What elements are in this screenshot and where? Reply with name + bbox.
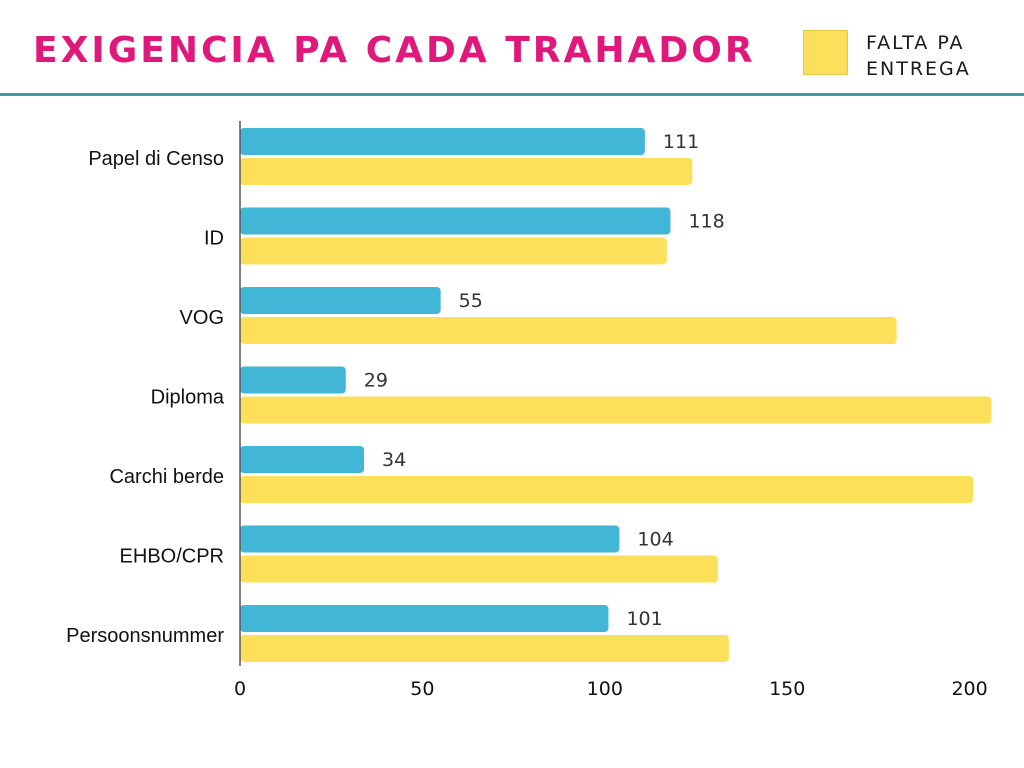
category-label-3: Diploma bbox=[151, 387, 225, 409]
x-tick-label-4: 200 bbox=[951, 678, 987, 700]
category-label-1: ID bbox=[204, 228, 224, 250]
value-label-3: 29 bbox=[364, 370, 388, 392]
bar-yellow-4 bbox=[240, 476, 974, 503]
x-tick-label-1: 50 bbox=[410, 678, 434, 700]
category-label-2: VOG bbox=[180, 307, 224, 329]
bar-blue-2 bbox=[240, 287, 441, 314]
x-tick-label-0: 0 bbox=[234, 678, 246, 700]
value-label-2: 55 bbox=[459, 290, 483, 312]
bar-blue-0 bbox=[240, 128, 645, 155]
category-label-5: EHBO/CPR bbox=[120, 546, 224, 568]
x-tick-label-3: 150 bbox=[769, 678, 805, 700]
header-divider bbox=[0, 93, 1024, 96]
legend: FALTA PA ENTREGA bbox=[803, 30, 996, 82]
bar-yellow-2 bbox=[240, 317, 897, 344]
bar-blue-6 bbox=[240, 605, 609, 632]
legend-label-falta: FALTA PA ENTREGA bbox=[866, 32, 971, 80]
bar-blue-5 bbox=[240, 525, 620, 553]
bar-blue-1 bbox=[240, 207, 671, 235]
bar-blue-4 bbox=[240, 446, 365, 473]
bar-yellow-5 bbox=[240, 555, 718, 583]
category-label-0: Papel di Censo bbox=[88, 148, 224, 170]
bar-yellow-0 bbox=[240, 158, 693, 185]
category-label-4: Carchi berde bbox=[109, 466, 224, 488]
bar-yellow-3 bbox=[240, 396, 992, 424]
bar-blue-3 bbox=[240, 366, 346, 394]
value-label-6: 101 bbox=[626, 608, 662, 630]
value-label-5: 104 bbox=[637, 529, 673, 551]
chart-title: EXIGENCIA PA CADA TRAHADOR bbox=[33, 30, 756, 71]
value-label-0: 111 bbox=[663, 131, 699, 153]
category-label-6: Persoonsnummer bbox=[66, 625, 224, 647]
bar-yellow-6 bbox=[240, 635, 729, 662]
bar-yellow-1 bbox=[240, 237, 667, 265]
legend-swatch-falta bbox=[803, 30, 848, 75]
value-label-1: 118 bbox=[688, 211, 724, 233]
x-tick-label-2: 100 bbox=[587, 678, 623, 700]
value-label-4: 34 bbox=[382, 449, 406, 471]
